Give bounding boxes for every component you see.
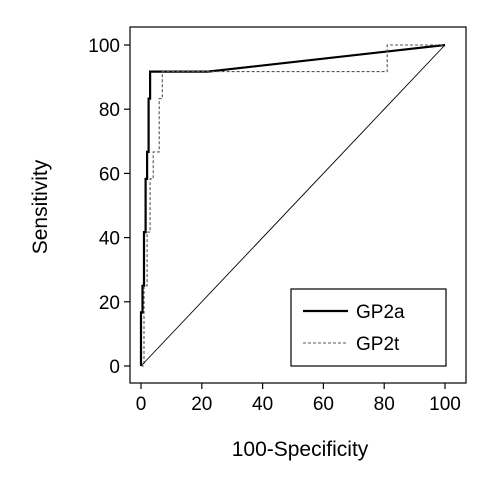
y-tick-label: 80	[99, 100, 120, 121]
y-tick-label: 100	[88, 36, 120, 57]
x-tick-label: 0	[136, 394, 147, 415]
y-tick-label: 60	[99, 164, 120, 185]
plot-frame	[129, 26, 467, 384]
y-axis-label: Sensitivity	[29, 159, 52, 254]
series-line-gp2a	[139, 43, 446, 366]
x-tick-label: 60	[313, 394, 334, 415]
x-tick-label: 80	[374, 394, 395, 415]
legend: GP2a GP2t	[290, 288, 447, 367]
y-tick-label: 0	[109, 357, 120, 378]
series-line-gp2t	[141, 44, 445, 367]
y-tick-label: 40	[99, 229, 120, 250]
x-tick-label: 20	[191, 394, 212, 415]
legend-label-gp2t: GP2t	[356, 334, 400, 355]
x-axis-label: 100-Specificity	[232, 438, 369, 461]
legend-label-gp2a: GP2a	[356, 302, 405, 323]
axis-ticks: 0 20 40 60 80 100 0 20 40 60 80 100	[88, 36, 461, 415]
x-tick-label: 100	[429, 394, 461, 415]
y-tick-label: 20	[99, 293, 120, 314]
x-tick-label: 40	[252, 394, 273, 415]
reference-diagonal-line	[140, 44, 446, 367]
legend-box	[290, 288, 447, 367]
plot-series	[139, 43, 446, 367]
